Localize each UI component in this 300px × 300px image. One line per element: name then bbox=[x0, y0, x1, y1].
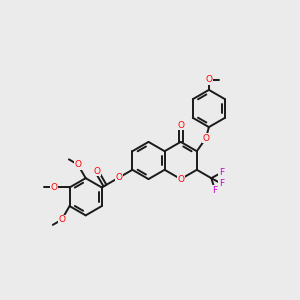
Text: F: F bbox=[219, 168, 224, 177]
Text: O: O bbox=[74, 160, 81, 169]
Text: O: O bbox=[115, 173, 122, 182]
Text: O: O bbox=[50, 183, 57, 192]
Text: F: F bbox=[219, 179, 224, 188]
Text: O: O bbox=[206, 75, 212, 84]
Text: F: F bbox=[212, 186, 217, 195]
Text: O: O bbox=[93, 167, 100, 176]
Text: O: O bbox=[177, 175, 184, 184]
Text: O: O bbox=[58, 215, 65, 224]
Text: O: O bbox=[177, 121, 184, 130]
Text: O: O bbox=[202, 134, 209, 143]
